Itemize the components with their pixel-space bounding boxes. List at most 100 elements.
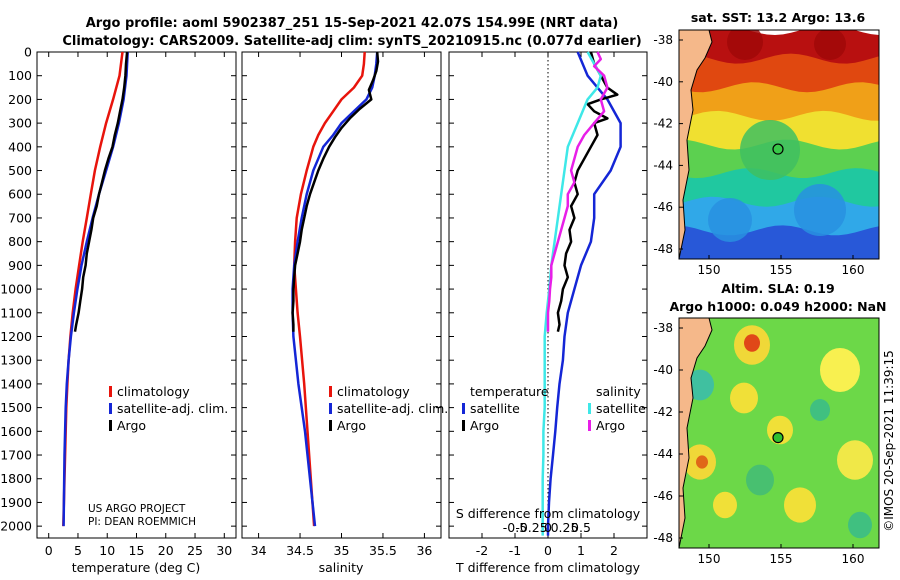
legend-label-climatology: climatology bbox=[337, 384, 410, 399]
plot-frame bbox=[241, 51, 442, 539]
x-tick-label: 2 bbox=[610, 543, 618, 558]
sla-patch bbox=[713, 491, 737, 519]
x-tick-label: 35.5 bbox=[369, 543, 397, 558]
temperature-legend: climatology satellite-adj. clim. Argo bbox=[109, 384, 228, 433]
legend-label-satellite: satellite-adj. clim. bbox=[117, 401, 228, 416]
sla-patch bbox=[696, 455, 708, 469]
legend-swatch-t-argo bbox=[462, 420, 465, 431]
temperature-panel: 0 5 10 15 20 25 30 bbox=[36, 51, 237, 558]
depth-tick-label: 400 bbox=[8, 139, 32, 154]
map-x-tick-label: 150 bbox=[698, 552, 721, 566]
imos-stamp: ©IMOS 20-Sep-2021 11:39:15 bbox=[882, 350, 896, 532]
map-y-tick-label: -48 bbox=[653, 242, 673, 256]
legend-label-argo: Argo bbox=[117, 418, 146, 433]
x-tick-label: 15 bbox=[129, 543, 145, 558]
difference-xlabel: T difference from climatology bbox=[455, 560, 641, 575]
sst-band bbox=[679, 225, 879, 259]
x-tick-label: -2 bbox=[476, 543, 488, 558]
map-y-tick-label: -38 bbox=[653, 33, 673, 47]
land bbox=[679, 318, 713, 548]
map-frame bbox=[678, 29, 880, 260]
s-tick-label: 0 bbox=[544, 520, 552, 535]
s-tick-label: 0.25 bbox=[551, 520, 579, 535]
legend-swatch-climatology bbox=[329, 386, 332, 397]
depth-tick-label: 0 bbox=[24, 45, 32, 60]
sst-patch bbox=[727, 30, 763, 60]
map-y-tick-label: -44 bbox=[653, 158, 673, 172]
project-line2: PI: DEAN ROEMMICH bbox=[88, 516, 196, 528]
sst-patch bbox=[794, 184, 846, 236]
depth-axis: 0 100 200 300 400 500 600 700 800 900 1000 1100 1200… bbox=[0, 45, 32, 534]
x-tick-label: 20 bbox=[158, 543, 174, 558]
sla-patch bbox=[744, 334, 760, 352]
legend-label-s-satellite: satellite bbox=[596, 401, 646, 416]
sst-patch bbox=[708, 198, 752, 242]
legend-swatch-argo bbox=[329, 420, 332, 431]
sla-patch bbox=[810, 399, 830, 421]
map-y-tick-label: -46 bbox=[653, 200, 673, 214]
depth-tick-label: 200 bbox=[8, 92, 32, 107]
depth-tick-label: 1000 bbox=[0, 282, 32, 297]
legend-label-t-satellite: satellite bbox=[470, 401, 520, 416]
sla-map-title2: Argo h1000: 0.049 h2000: NaN bbox=[669, 299, 886, 314]
x-tick-label: 1 bbox=[577, 543, 585, 558]
difference-legend-salinity: salinity satellite Argo bbox=[588, 384, 646, 433]
depth-tick-label: 500 bbox=[8, 163, 32, 178]
depth-tick-label: 1400 bbox=[0, 376, 32, 391]
map-y-tick-label: -42 bbox=[653, 405, 673, 419]
map-y-tick-label: -38 bbox=[653, 321, 673, 335]
x-tick-label: 0 bbox=[544, 543, 552, 558]
depth-tick-label: 300 bbox=[8, 116, 32, 131]
depth-tick-label: 1300 bbox=[0, 353, 32, 368]
map-y-tick-label: -42 bbox=[653, 117, 673, 131]
x-tick-label: 0 bbox=[45, 543, 53, 558]
legend-swatch-t-satellite bbox=[462, 403, 465, 414]
figure-title-line1: Argo profile: aoml 5902387_251 15-Sep-20… bbox=[86, 16, 619, 31]
sst-patch bbox=[740, 120, 800, 180]
sst-map: -38 -40 -42 -44 -46 -48 150 155 160 bbox=[653, 29, 880, 277]
sla-patch bbox=[730, 382, 758, 414]
map-x-tick-label: 155 bbox=[770, 263, 793, 277]
x-tick-label: 5 bbox=[74, 543, 82, 558]
depth-tick-label: 900 bbox=[8, 258, 32, 273]
legend-swatch-argo bbox=[109, 420, 112, 431]
sla-patch bbox=[820, 348, 860, 392]
x-tick-label: 10 bbox=[99, 543, 115, 558]
s-tick-label: -0.25 bbox=[515, 520, 547, 535]
depth-tick-label: 1600 bbox=[0, 424, 32, 439]
x-tick-label: 25 bbox=[187, 543, 203, 558]
map-x-tick-label: 155 bbox=[770, 552, 793, 566]
map-y-tick-label: -40 bbox=[653, 363, 673, 377]
map-x-tick-label: 160 bbox=[842, 263, 865, 277]
argo-profile-marker bbox=[772, 143, 784, 155]
difference-legend-temperature: temperature satellite Argo bbox=[462, 384, 549, 433]
depth-tick-label: 1800 bbox=[0, 471, 32, 486]
legend-swatch-climatology bbox=[109, 386, 112, 397]
s-difference-label: S difference from climatology bbox=[456, 506, 641, 521]
depth-tick-label: 1500 bbox=[0, 400, 32, 415]
series-satellite-adj-clim- bbox=[291, 51, 379, 527]
legend-label-t-argo: Argo bbox=[470, 418, 499, 433]
depth-tick-label: 700 bbox=[8, 210, 32, 225]
series-t-satellite bbox=[546, 51, 622, 536]
map-y-tick-label: -44 bbox=[653, 447, 673, 461]
legend-label-argo: Argo bbox=[337, 418, 366, 433]
salinity-legend: climatology satellite-adj. clim. Argo bbox=[329, 384, 448, 433]
map-y-tick-label: -48 bbox=[653, 531, 673, 545]
series-argo bbox=[291, 51, 380, 332]
map-x-tick-label: 150 bbox=[698, 263, 721, 277]
map-y-tick-label: -40 bbox=[653, 75, 673, 89]
depth-tick-label: 1700 bbox=[0, 448, 32, 463]
x-tick-label: 34.5 bbox=[286, 543, 314, 558]
sla-patch bbox=[746, 464, 774, 496]
depth-tick-label: 1200 bbox=[0, 329, 32, 344]
difference-panel: -2 -1 0 1 2 bbox=[448, 51, 648, 558]
depth-tick-label: 600 bbox=[8, 187, 32, 202]
sla-patch bbox=[784, 487, 816, 523]
sla-map-title1: Altim. SLA: 0.19 bbox=[721, 281, 834, 296]
x-tick-label: 35 bbox=[334, 543, 350, 558]
depth-tick-label: 1100 bbox=[0, 305, 32, 320]
sla-patch bbox=[837, 440, 873, 480]
